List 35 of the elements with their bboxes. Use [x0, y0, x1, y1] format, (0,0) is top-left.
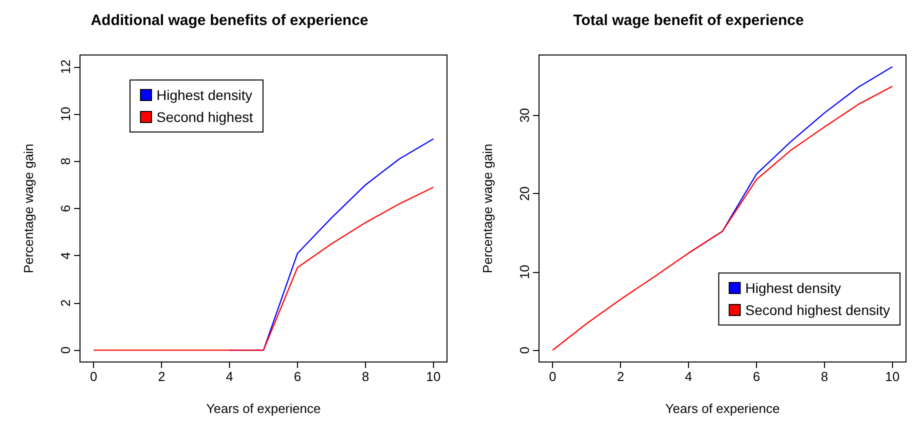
x-tick-label: 2 [158, 369, 166, 384]
y-tick-label: 0 [517, 346, 532, 354]
legend-label: Second highest density [745, 302, 890, 318]
y-tick-label: 10 [58, 106, 73, 122]
x-tick-label: 10 [885, 369, 900, 384]
y-tick-label: 0 [58, 346, 73, 354]
x-tick-label: 4 [226, 369, 234, 384]
y-tick-label: 10 [517, 264, 532, 280]
x-tick-label: 6 [752, 369, 760, 384]
y-tick-label: 20 [517, 186, 532, 201]
x-tick-label: 8 [362, 369, 370, 384]
x-axis-title: Years of experience [206, 401, 321, 416]
legend-label: Highest density [156, 87, 252, 103]
line-series [92, 186, 434, 351]
y-tick-label: 8 [58, 158, 73, 165]
y-tick-label: 4 [58, 252, 73, 260]
y-axis-title: Percentage wage gain [480, 144, 495, 274]
y-tick-label: 2 [58, 299, 73, 307]
x-tick-label: 0 [548, 369, 556, 384]
y-tick-label: 6 [58, 204, 73, 212]
x-tick-label: 4 [684, 369, 692, 384]
chart-title: Additional wage benefits of experience [90, 12, 368, 29]
x-tick-label: 8 [820, 369, 828, 384]
x-tick-label: 10 [426, 369, 441, 384]
y-tick-label: 12 [58, 60, 73, 74]
x-tick-label: 6 [294, 369, 302, 384]
y-axis-title: Percentage wage gain [21, 144, 36, 274]
legend-label: Second highest [156, 109, 254, 125]
x-tick-label: 2 [616, 369, 624, 384]
y-tick-label: 30 [517, 108, 532, 123]
chart-title: Total wage benefit of experience [573, 12, 804, 29]
x-tick-label: 0 [90, 369, 98, 384]
line-series [552, 86, 894, 351]
legend-label: Highest density [745, 280, 841, 296]
x-axis-title: Years of experience [665, 401, 780, 416]
